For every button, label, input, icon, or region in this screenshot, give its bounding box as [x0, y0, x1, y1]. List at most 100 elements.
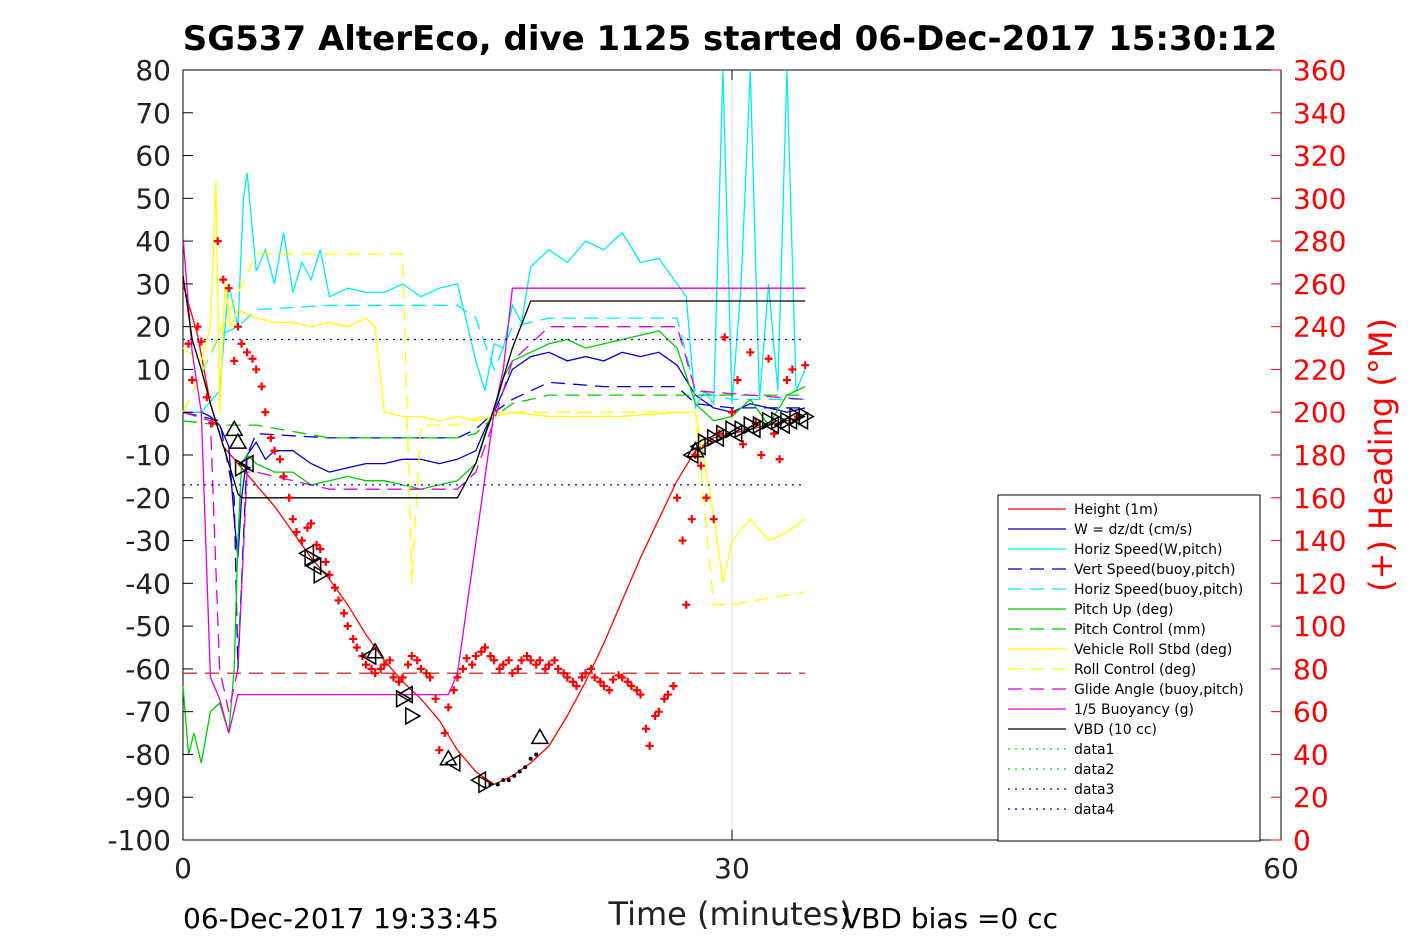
gc-marker-left [360, 646, 377, 666]
gc-marker-up [530, 727, 550, 745]
x-axis-label: Time (minutes) [608, 895, 852, 933]
heading-marker [407, 652, 416, 661]
legend-label: Pitch Up (deg) [1074, 602, 1173, 618]
heading-marker [504, 656, 513, 665]
heading-marker [709, 515, 718, 524]
heading-marker [641, 724, 650, 733]
heading-marker [550, 656, 559, 665]
heading-marker [532, 660, 541, 669]
y-tick-label: -100 [107, 824, 171, 857]
gc-marker-left [707, 428, 725, 448]
gc-marker-left [781, 411, 798, 431]
heading-marker [416, 664, 425, 673]
heading-marker [517, 656, 526, 665]
heading-marker [782, 376, 791, 385]
heading-marker [380, 660, 389, 669]
gc-marker-left [792, 411, 809, 431]
gc-dot [506, 778, 511, 783]
gc-marker-left [689, 437, 706, 456]
heading-marker [270, 446, 279, 455]
legend-label: Height (1m) [1074, 502, 1158, 518]
heading-marker [682, 600, 691, 609]
heading-marker [757, 451, 766, 459]
heading-marker [720, 333, 729, 342]
heading-marker [623, 677, 632, 686]
heading-marker [398, 673, 407, 682]
series-line [182, 326, 806, 712]
heading-marker [523, 652, 532, 661]
legend-label: data1 [1074, 742, 1114, 758]
vbd-bias-label: VBD bias =0 cc [842, 902, 1058, 935]
heading-marker [385, 656, 394, 665]
heading-marker [404, 660, 413, 669]
heading-marker [477, 647, 486, 656]
heading-marker [618, 673, 627, 682]
y-tick-label: -70 [125, 696, 171, 729]
heading-marker [343, 622, 352, 631]
right-tick-label: 180 [1293, 439, 1346, 472]
heading-marker [499, 660, 508, 669]
gc-dot [512, 773, 517, 778]
heading-marker [636, 690, 645, 699]
heading-marker [352, 643, 361, 652]
y-tick-label: -40 [125, 567, 171, 600]
heading-marker [376, 664, 385, 673]
heading-marker [422, 669, 431, 678]
series-line [182, 330, 806, 764]
gc-dot [534, 752, 539, 757]
right-tick-label: 40 [1293, 738, 1329, 771]
gc-marker-left [762, 415, 780, 435]
heading-marker [581, 669, 590, 678]
right-tick-label: 60 [1293, 696, 1329, 729]
legend: Height (1m) W = dz/dt (cm/s) Horiz Speed(W… [997, 494, 1261, 842]
y-tick-label: 30 [135, 268, 171, 301]
series-line [182, 275, 806, 499]
heading-marker [632, 686, 641, 695]
footer-timestamp: 06-Dec-2017 19:33:45 [183, 902, 499, 935]
y-tick-label: 70 [135, 97, 171, 130]
gc-marker-left [682, 445, 699, 465]
right-tick-label: 360 [1293, 54, 1346, 87]
heading-marker [746, 348, 755, 357]
heading-marker [449, 686, 458, 695]
heading-marker [237, 339, 246, 348]
right-tick-label: 320 [1293, 140, 1346, 173]
heading-marker [673, 493, 682, 502]
heading-marker [316, 545, 325, 554]
heading-marker [513, 664, 522, 673]
heading-marker [764, 354, 773, 363]
heading-marker [288, 515, 297, 524]
right-tick-label: 280 [1293, 225, 1346, 258]
heading-marker [233, 322, 242, 331]
heading-marker [577, 673, 586, 682]
legend-label: data3 [1074, 782, 1114, 798]
right-tick-label: 340 [1293, 97, 1346, 130]
gc-marker-left [444, 753, 461, 773]
heading-marker [563, 673, 572, 682]
heading-marker [261, 408, 270, 417]
series-layer [182, 69, 806, 786]
heading-marker [413, 656, 422, 665]
y-tick-label: 0 [153, 396, 171, 429]
right-tick-label: 300 [1293, 182, 1346, 215]
axis-layer: 0 30 60-100-90-80-70-60-50-40-30-20-100102… [107, 54, 1346, 885]
heading-marker [307, 519, 316, 528]
right-tick-label: 0 [1293, 824, 1311, 857]
heading-marker [367, 664, 376, 673]
heading-marker [471, 652, 480, 661]
heading-marker [568, 677, 577, 686]
gc-dot [488, 782, 493, 787]
gc-marker-left [744, 420, 761, 439]
heading-marker [572, 682, 581, 690]
heading-marker [202, 393, 211, 402]
right-tick-label: 120 [1293, 567, 1346, 600]
heading-marker [197, 337, 206, 346]
x-tick-label: 30 [714, 852, 750, 885]
heading-marker [468, 660, 477, 669]
heading-marker [663, 690, 672, 699]
gc-marker-left [305, 556, 322, 576]
gc-dot [517, 769, 522, 774]
heading-marker [609, 675, 618, 684]
gc-marker-left [396, 685, 414, 704]
